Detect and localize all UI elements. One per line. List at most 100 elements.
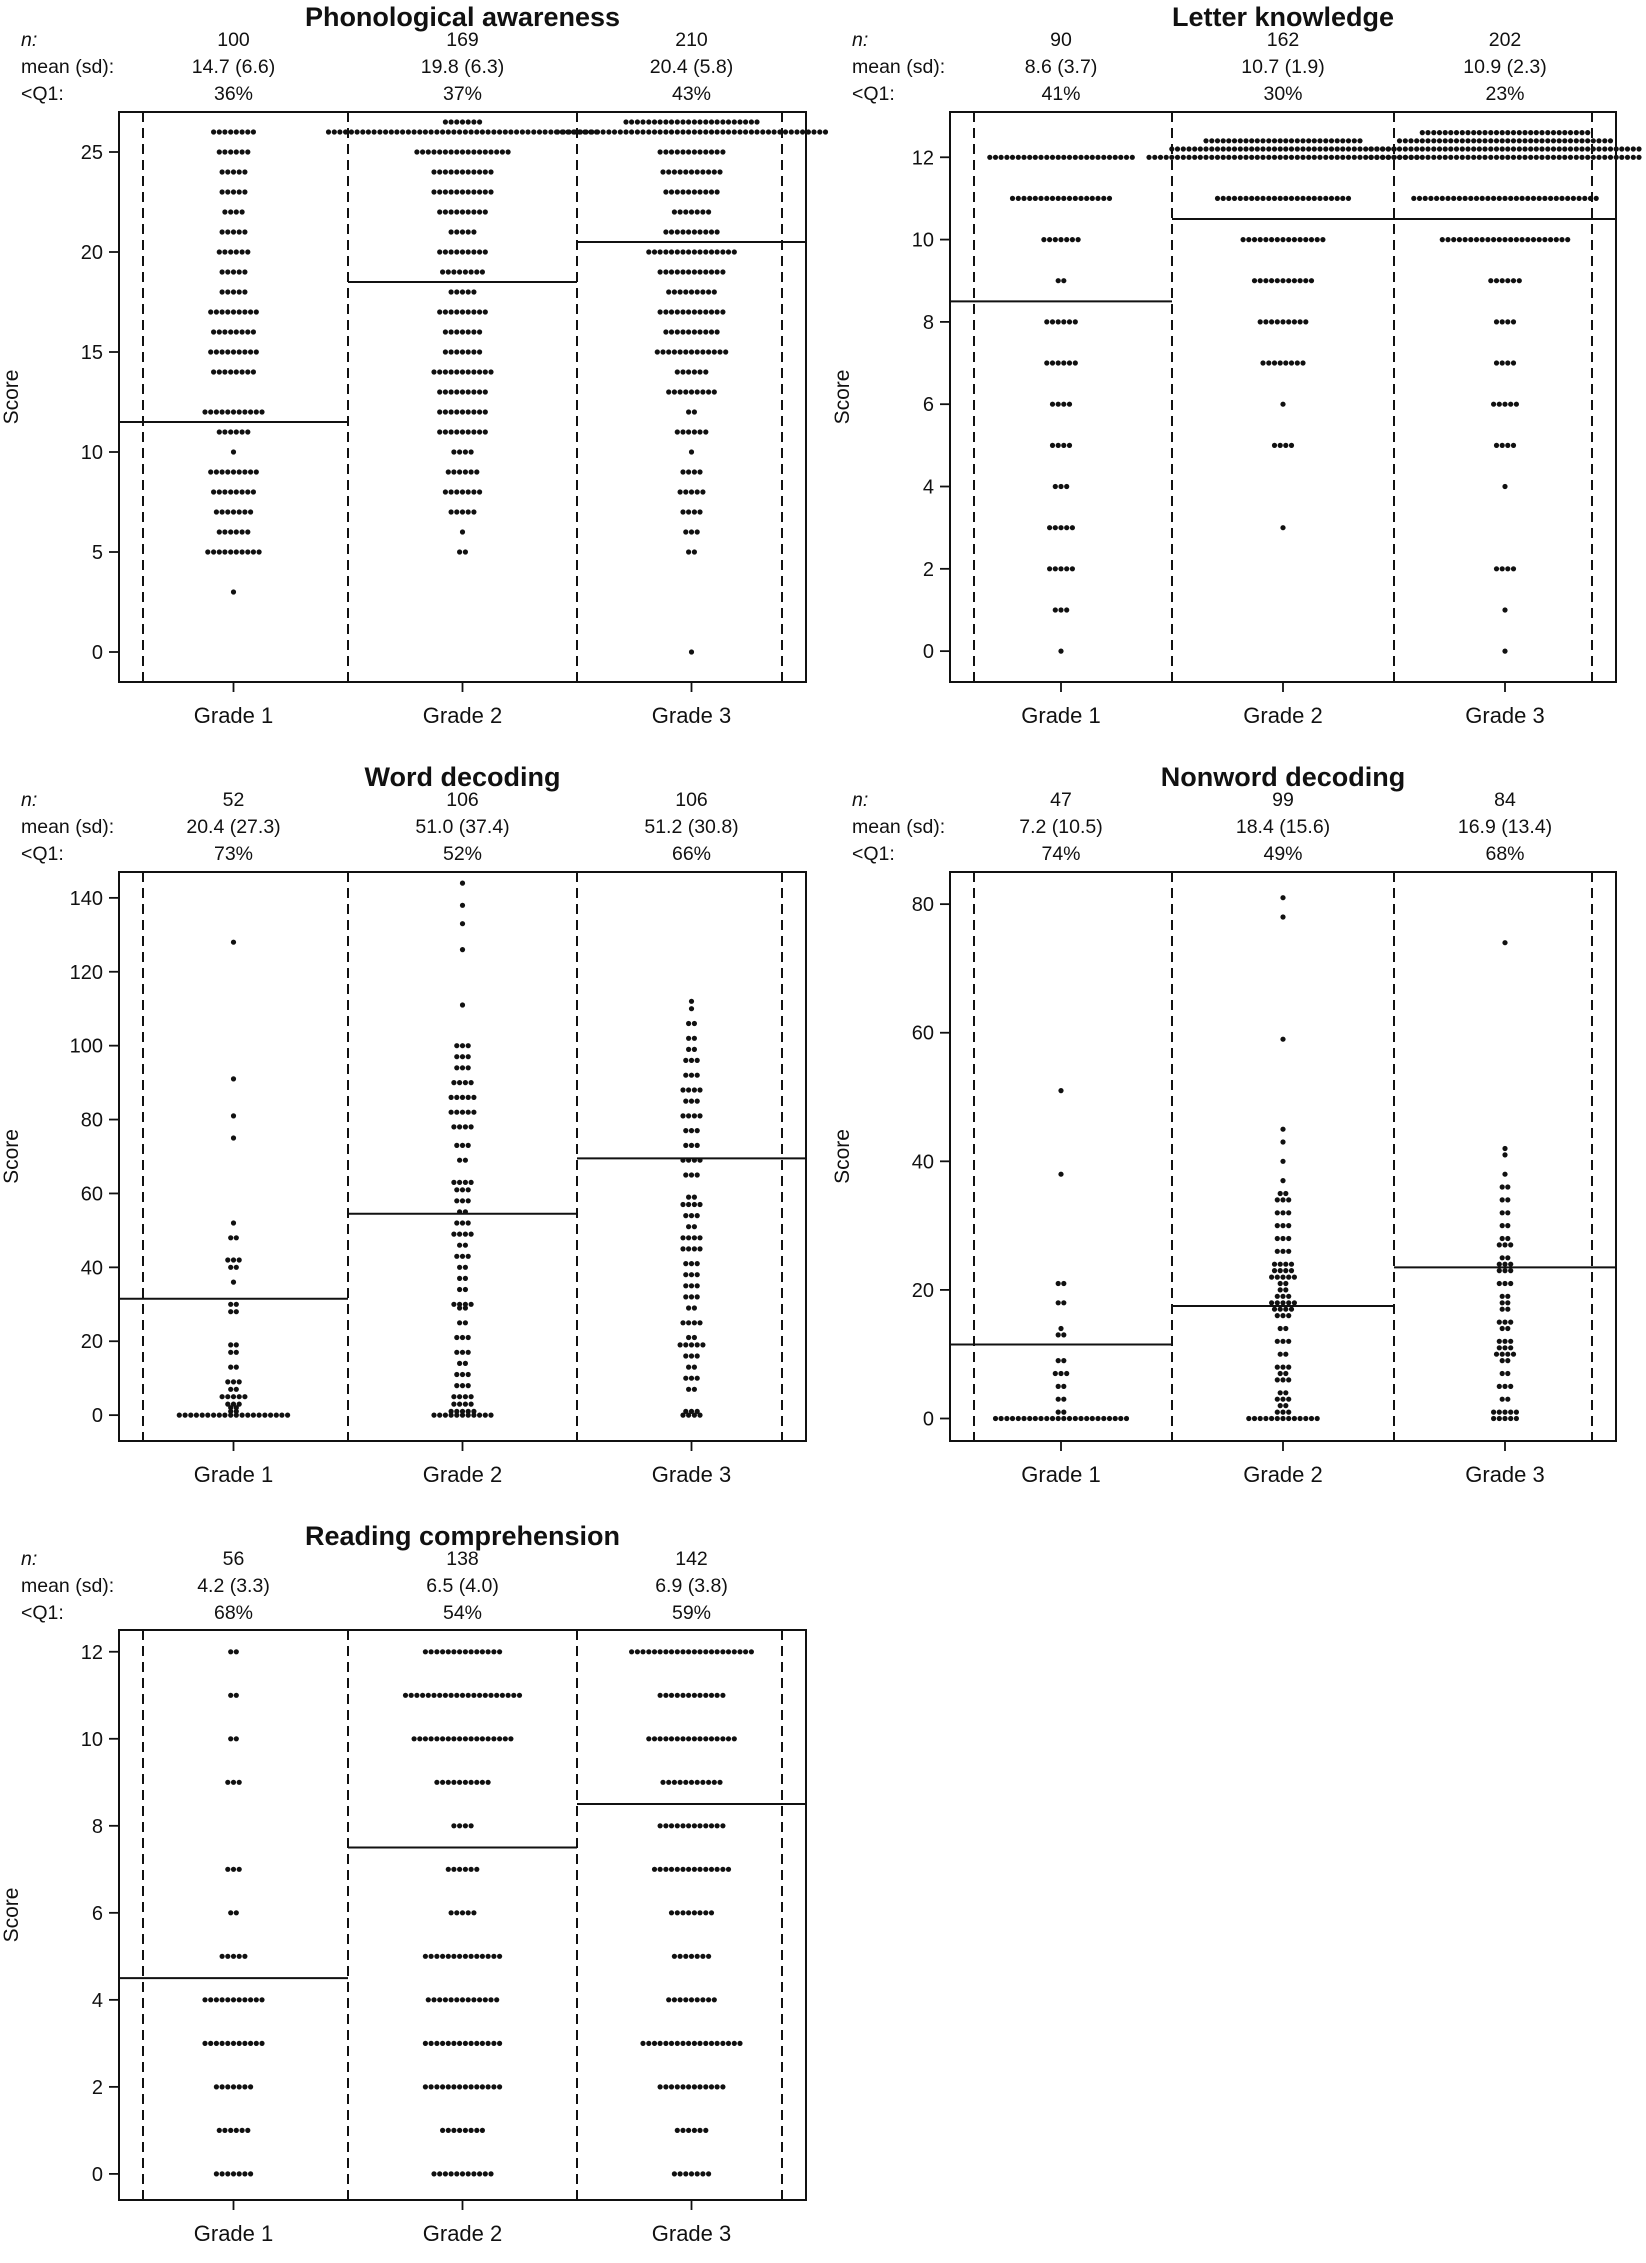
data-point (1493, 1351, 1500, 1357)
data-point (219, 2084, 225, 2090)
data-point (1294, 195, 1300, 201)
data-point (1246, 237, 1252, 243)
stat-mean-sd: 4.2 (3.3) (197, 1575, 270, 1597)
stat-label-n: n: (21, 789, 37, 811)
data-point (777, 129, 783, 135)
data-point (442, 429, 448, 435)
stat-label-q1: <Q1: (21, 1602, 64, 1624)
data-point (213, 469, 219, 475)
data-point (714, 119, 720, 125)
data-point (465, 329, 471, 335)
data-point (611, 129, 618, 135)
data-point (1055, 1415, 1061, 1422)
data-point (683, 1213, 689, 1219)
data-point (1565, 195, 1571, 201)
stat-mean-sd: 10.9 (2.3) (1463, 56, 1546, 78)
data-point (714, 2084, 720, 2090)
data-point (1493, 138, 1500, 144)
data-point (711, 389, 717, 395)
data-point (714, 1736, 720, 1742)
data-point (688, 389, 695, 395)
data-point (1573, 138, 1579, 144)
data-point (468, 1080, 474, 1086)
data-point (1396, 154, 1403, 160)
data-point (703, 129, 709, 135)
data-point (1004, 154, 1010, 160)
data-point (1408, 138, 1414, 144)
data-point (1251, 237, 1258, 243)
data-point (431, 149, 437, 155)
data-point (236, 349, 242, 355)
data-point (1445, 195, 1451, 201)
data-point (708, 249, 715, 255)
data-point (256, 1412, 262, 1418)
data-point (459, 329, 466, 335)
data-point (725, 129, 732, 135)
data-point (674, 1823, 680, 1829)
data-point (1320, 237, 1326, 243)
data-point (800, 129, 806, 135)
data-point (1280, 914, 1286, 920)
data-point (508, 1736, 514, 1742)
data-point (1274, 1409, 1280, 1415)
stat-below-q1: 52% (443, 843, 482, 865)
data-point (686, 1334, 692, 1341)
data-point (225, 1997, 231, 2003)
data-point (228, 1649, 234, 1655)
data-point (1300, 138, 1306, 144)
data-point (646, 119, 652, 125)
data-point (448, 1094, 454, 1100)
data-point (703, 1736, 709, 1742)
data-point (485, 2084, 491, 2090)
data-point (225, 1394, 231, 1400)
data-point (454, 2171, 460, 2177)
data-point (482, 169, 488, 175)
data-point (1499, 1325, 1505, 1332)
data-point (663, 2084, 669, 2090)
data-point (1465, 130, 1471, 136)
data-point (691, 1823, 698, 1829)
data-point (1286, 237, 1292, 243)
data-point (1286, 1197, 1292, 1203)
data-point (1280, 1036, 1286, 1042)
data-point (216, 329, 222, 335)
data-point (686, 1866, 692, 1872)
data-point (1254, 154, 1260, 160)
data-point (1064, 566, 1070, 572)
data-point (1550, 154, 1557, 160)
data-point (213, 1997, 219, 2003)
data-point (1055, 278, 1061, 284)
data-point (686, 1736, 692, 1742)
data-point (677, 1997, 683, 2003)
data-point (1231, 138, 1238, 144)
data-point (720, 149, 726, 155)
data-point (542, 129, 548, 135)
data-point (1058, 525, 1064, 531)
data-point (663, 1649, 669, 1655)
data-point (1619, 154, 1625, 160)
data-point (720, 1649, 726, 1655)
data-point (691, 1235, 698, 1241)
stat-mean-sd: 6.9 (3.8) (655, 1575, 728, 1597)
data-point (457, 269, 463, 275)
data-point (1556, 130, 1562, 136)
data-point (402, 1692, 409, 1698)
data-point (230, 349, 237, 355)
data-point (697, 229, 703, 235)
data-point (694, 1997, 700, 2003)
data-point (431, 169, 437, 175)
data-point (459, 1054, 466, 1060)
data-point (1203, 154, 1209, 160)
data-point (242, 349, 248, 355)
data-point (697, 309, 703, 315)
data-point (720, 129, 726, 135)
data-point (1237, 146, 1243, 152)
data-point (1061, 442, 1067, 448)
data-point (697, 269, 703, 275)
data-point (1496, 1280, 1502, 1287)
data-point (700, 1953, 706, 1959)
data-point (1502, 483, 1508, 490)
data-point (708, 1692, 715, 1698)
data-point (1027, 195, 1033, 201)
data-point (462, 449, 468, 455)
